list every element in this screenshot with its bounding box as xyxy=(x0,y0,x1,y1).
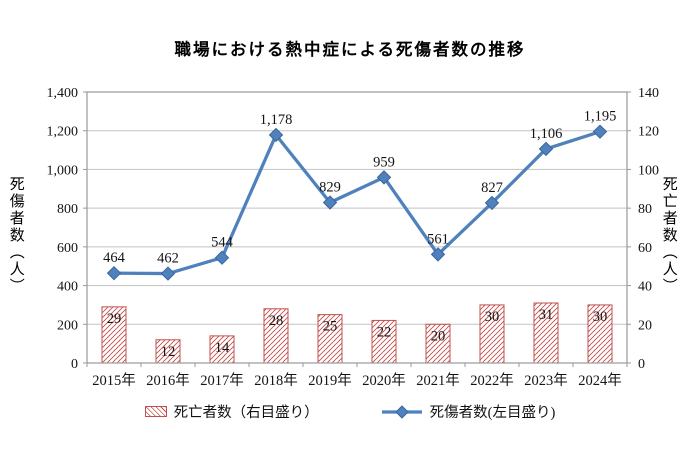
diamond-marker-icon xyxy=(592,124,608,139)
left-axis-title: 死傷者数（人） xyxy=(7,176,24,295)
right-axis-tick-label: 80 xyxy=(638,202,652,217)
x-axis-category-label: 2024年 xyxy=(578,372,622,389)
right-axis-tick-label: 120 xyxy=(638,125,659,140)
line-diamond-swatch-icon xyxy=(381,404,423,419)
left-axis-tick-label: 1,200 xyxy=(47,125,79,140)
legend-item-deaths: 死亡者数（右目盛り） xyxy=(144,401,319,422)
bar-data-label: 14 xyxy=(215,340,230,356)
right-axis-tick-label: 100 xyxy=(638,163,659,178)
left-axis-tick-label: 200 xyxy=(57,318,78,333)
bar-data-label: 30 xyxy=(593,309,608,325)
x-axis-category-label: 2021年 xyxy=(416,372,460,389)
bar-data-label: 29 xyxy=(107,311,122,327)
bar-data-label: 22 xyxy=(377,324,392,340)
bar-data-label: 28 xyxy=(269,313,284,329)
bar-data-label: 20 xyxy=(431,328,446,344)
left-axis-tick-label: 0 xyxy=(71,357,78,372)
x-axis-category-label: 2016年 xyxy=(146,372,190,389)
x-axis-category-label: 2022年 xyxy=(470,372,514,389)
diamond-marker-icon xyxy=(106,265,122,281)
right-axis-tick-label: 140 xyxy=(638,86,659,101)
left-axis-tick-label: 800 xyxy=(57,202,78,217)
right-axis-tick-label: 60 xyxy=(638,241,652,256)
bar xyxy=(587,304,613,364)
bar xyxy=(317,314,343,364)
bar xyxy=(263,308,289,364)
line-data-label: 1,178 xyxy=(260,112,293,128)
line-data-label: 561 xyxy=(427,231,449,247)
line-data-label: 544 xyxy=(211,235,234,251)
left-axis-tick-label: 1,400 xyxy=(47,86,79,101)
line-data-label: 1,106 xyxy=(530,126,563,142)
right-axis-title: 死亡者数（人） xyxy=(660,176,677,295)
bar xyxy=(101,306,127,364)
left-axis-tick-label: 400 xyxy=(57,280,78,295)
right-axis-tick-label: 0 xyxy=(638,357,645,372)
right-axis-tick-label: 40 xyxy=(638,280,652,295)
x-axis-category-label: 2019年 xyxy=(308,372,352,389)
line-data-label: 829 xyxy=(319,180,341,196)
x-axis-category-label: 2023年 xyxy=(524,372,568,389)
x-axis-category-label: 2017年 xyxy=(200,372,244,389)
x-axis-category-label: 2015年 xyxy=(92,372,136,389)
diamond-marker-icon xyxy=(160,266,176,281)
line-data-label: 959 xyxy=(373,154,395,170)
diamond-marker-icon xyxy=(268,127,284,143)
diamond-marker-icon xyxy=(214,250,230,265)
bar-data-label: 30 xyxy=(485,309,500,325)
legend-label-casualties: 死傷者数(左目盛り) xyxy=(429,405,556,421)
bar xyxy=(533,302,559,364)
bar xyxy=(209,335,235,364)
legend-label-deaths: 死亡者数（右目盛り） xyxy=(173,405,319,421)
diamond-marker-icon xyxy=(322,195,338,210)
bar-data-label: 31 xyxy=(539,307,554,323)
legend: 死亡者数（右目盛り） 死傷者数(左目盛り) xyxy=(0,401,700,422)
legend-item-casualties: 死傷者数(左目盛り) xyxy=(381,401,556,422)
line-series xyxy=(112,130,602,276)
diamond-marker-icon xyxy=(430,247,446,262)
x-axis-category-label: 2020年 xyxy=(362,372,406,389)
line-data-label: 827 xyxy=(481,180,503,196)
line-data-label: 462 xyxy=(157,251,179,267)
line-data-label: 464 xyxy=(103,250,126,266)
bar-data-label: 12 xyxy=(161,344,176,360)
left-axis-tick-label: 1,000 xyxy=(47,163,79,178)
diamond-marker-icon xyxy=(376,170,392,185)
bar-data-label: 25 xyxy=(323,319,338,335)
plot-area: 0 200 400 600 800 1,000 1,200 1,400 0 20 40 60 80 100… xyxy=(47,86,660,389)
left-axis-tick-label: 600 xyxy=(57,241,78,256)
diamond-marker-icon xyxy=(484,195,500,211)
diamond-marker-icon xyxy=(538,141,554,157)
x-axis-category-label: 2018年 xyxy=(254,372,298,389)
hatched-bar-swatch-icon xyxy=(144,406,167,417)
line-data-label: 1,195 xyxy=(584,109,617,125)
chart-title: 職場における熱中症による死傷者数の推移 xyxy=(174,40,526,59)
right-axis-tick-label: 20 xyxy=(638,318,652,333)
